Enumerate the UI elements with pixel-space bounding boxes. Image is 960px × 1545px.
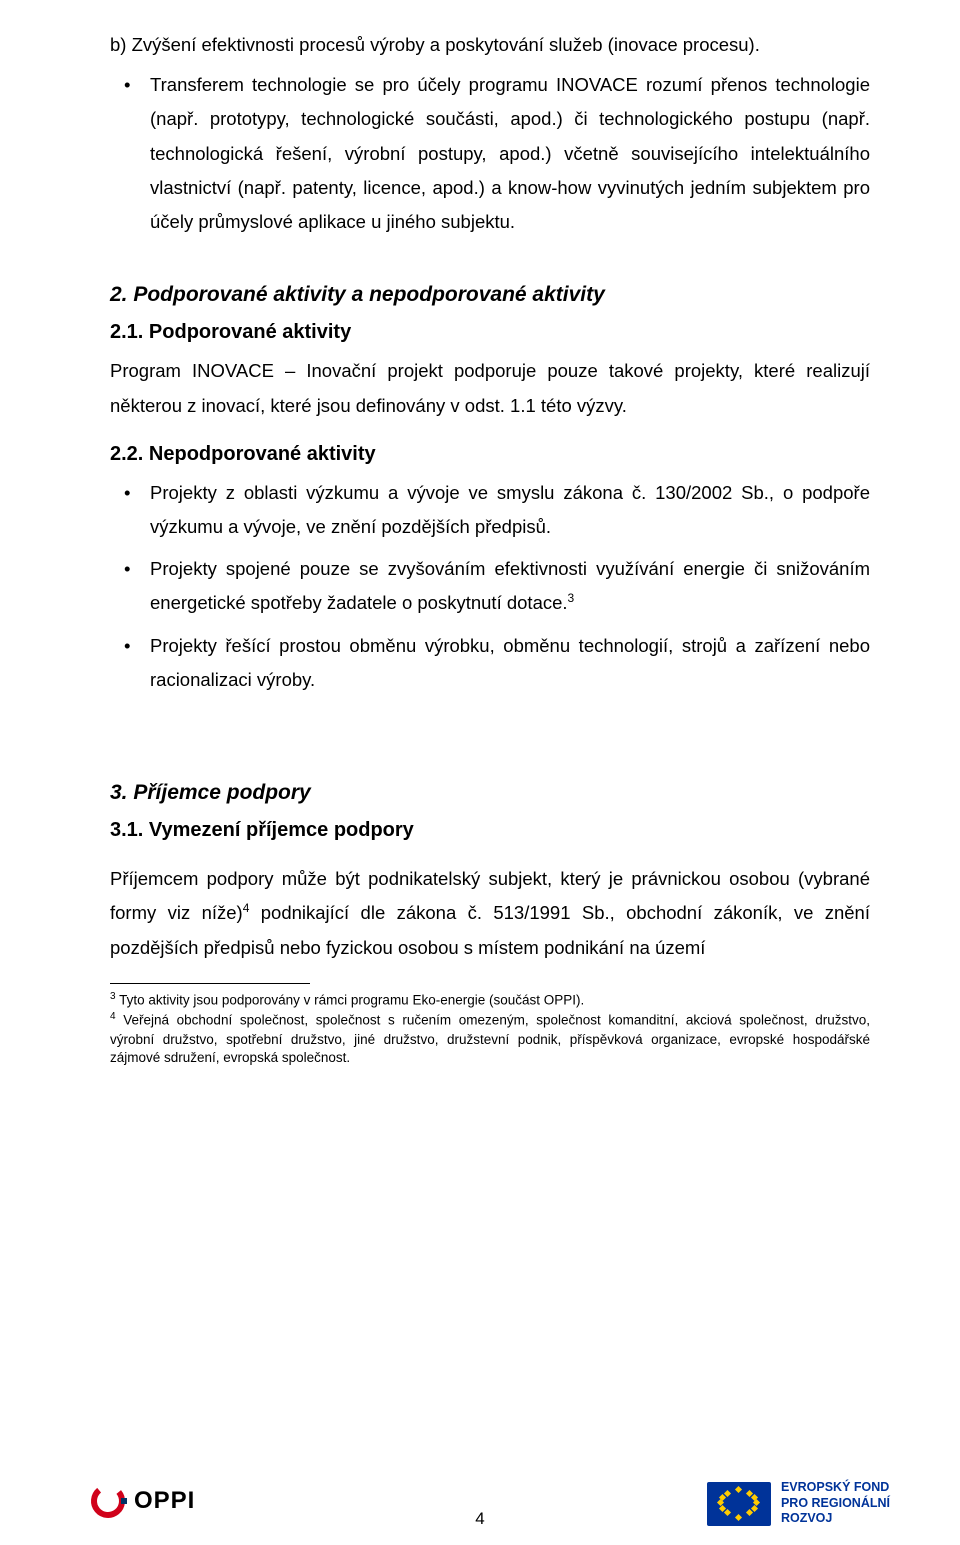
page-footer: OPPI EVROPSKÝ FOND PRO REGIONÁLNÍ ROZVOJ… bbox=[0, 1455, 960, 1529]
heading-2-1: 2.1. Podporované aktivity bbox=[110, 321, 870, 344]
bullet-list: Transferem technologie se pro účely prog… bbox=[110, 68, 870, 239]
spacer bbox=[110, 705, 870, 737]
footnote-text: Tyto aktivity jsou podporovány v rámci p… bbox=[116, 992, 585, 1007]
list-item: Projekty z oblasti výzkumu a vývoje ve s… bbox=[150, 476, 870, 544]
heading-3-1: 3.1. Vymezení příjemce podpory bbox=[110, 819, 870, 842]
bullet-list-22: Projekty z oblasti výzkumu a vývoje ve s… bbox=[110, 476, 870, 697]
bullet-block: Transferem technologie se pro účely prog… bbox=[110, 68, 870, 239]
body-text: Transferem technologie se pro účely prog… bbox=[150, 74, 870, 232]
list-item: Projekty řešící prostou obměnu výrobku, … bbox=[150, 629, 870, 697]
heading-3: 3. Příjemce podpory bbox=[110, 781, 870, 805]
page-body: b) Zvýšení efektivnosti procesů výroby a… bbox=[0, 0, 960, 1068]
footnote-4: 4 Veřejná obchodní společnost, společnos… bbox=[110, 1010, 870, 1068]
list-item: Transferem technologie se pro účely prog… bbox=[150, 68, 870, 239]
eu-line-1: EVROPSKÝ FOND bbox=[781, 1480, 890, 1496]
spacer bbox=[110, 852, 870, 862]
heading-2-2: 2.2. Nepodporované aktivity bbox=[110, 443, 870, 466]
footnote-ref-3: 3 bbox=[568, 591, 575, 605]
heading-2: 2. Podporované aktivity a nepodporované … bbox=[110, 283, 870, 307]
body-text: Projekty řešící prostou obměnu výrobku, … bbox=[150, 635, 870, 690]
footnote-text: Veřejná obchodní společnost, společnost … bbox=[110, 1013, 870, 1066]
list-item: Projekty spojené pouze se zvyšováním efe… bbox=[150, 552, 870, 620]
footnote-rule bbox=[110, 983, 310, 984]
paragraph-3-1: Příjemcem podpory může být podnikatelský… bbox=[110, 862, 870, 965]
page-number: 4 bbox=[0, 1509, 960, 1529]
body-text: b) Zvýšení efektivnosti procesů výroby a… bbox=[110, 34, 760, 55]
body-text: Projekty z oblasti výzkumu a vývoje ve s… bbox=[150, 482, 870, 537]
footnote-3: 3 Tyto aktivity jsou podporovány v rámci… bbox=[110, 990, 870, 1010]
list-item-b: b) Zvýšení efektivnosti procesů výroby a… bbox=[110, 28, 870, 62]
paragraph-2-1: Program INOVACE – Inovační projekt podpo… bbox=[110, 354, 870, 422]
body-text: Projekty spojené pouze se zvyšováním efe… bbox=[150, 558, 870, 613]
